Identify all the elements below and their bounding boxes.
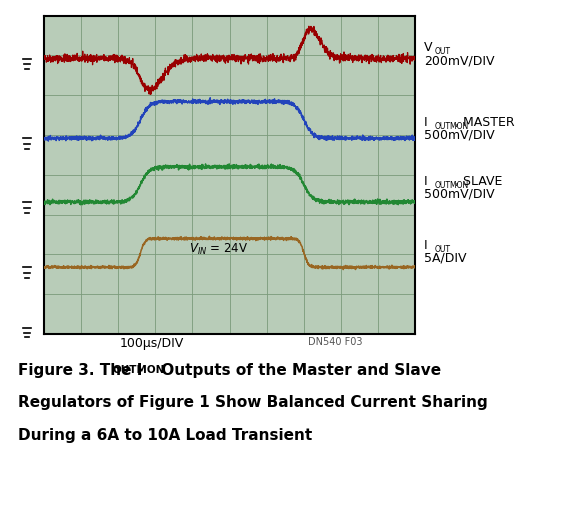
Text: During a 6A to 10A Load Transient: During a 6A to 10A Load Transient bbox=[18, 428, 312, 443]
Text: 500mV/DIV: 500mV/DIV bbox=[424, 188, 495, 201]
Text: OUT: OUT bbox=[435, 47, 450, 56]
Text: , SLAVE: , SLAVE bbox=[455, 175, 503, 188]
Text: 100μs/DIV: 100μs/DIV bbox=[120, 337, 184, 350]
Text: , MASTER: , MASTER bbox=[455, 116, 515, 129]
Text: 200mV/DIV: 200mV/DIV bbox=[424, 54, 495, 67]
Text: I: I bbox=[424, 175, 428, 188]
Text: Figure 3. The I: Figure 3. The I bbox=[18, 363, 142, 378]
Text: 5A/DIV: 5A/DIV bbox=[424, 252, 467, 265]
Text: OUT: OUT bbox=[435, 244, 450, 254]
Text: I: I bbox=[424, 116, 428, 129]
Text: I: I bbox=[424, 239, 428, 252]
Text: V: V bbox=[424, 41, 433, 54]
Text: 500mV/DIV: 500mV/DIV bbox=[424, 129, 495, 142]
Text: DN540 F03: DN540 F03 bbox=[308, 337, 363, 347]
Text: OUTMON: OUTMON bbox=[435, 122, 469, 131]
Text: $V_{IN}$ = 24V: $V_{IN}$ = 24V bbox=[189, 242, 248, 257]
Text: Regulators of Figure 1 Show Balanced Current Sharing: Regulators of Figure 1 Show Balanced Cur… bbox=[18, 395, 487, 410]
Text: OUTMON: OUTMON bbox=[435, 181, 469, 190]
Text: Outputs of the Master and Slave: Outputs of the Master and Slave bbox=[156, 363, 441, 378]
Text: OUTMON: OUTMON bbox=[112, 365, 165, 375]
